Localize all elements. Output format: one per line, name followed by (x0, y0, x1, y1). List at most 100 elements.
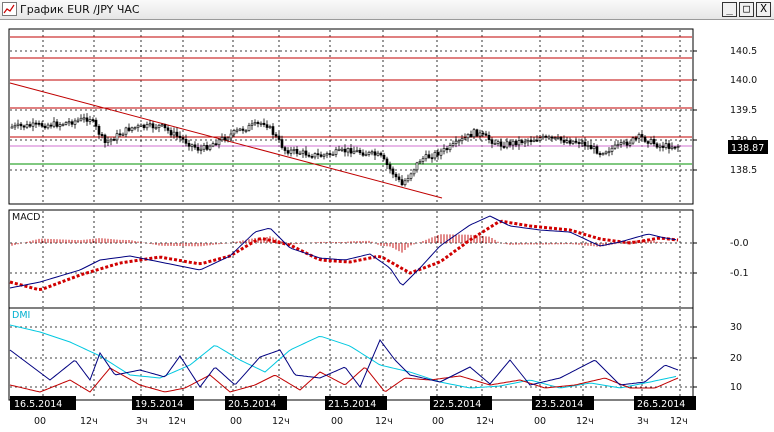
candle-body (334, 149, 338, 155)
candle-body (508, 141, 512, 146)
date-label-20-5: 20.5.2014 (225, 396, 287, 410)
candle-body (619, 142, 623, 145)
dmi-plus-di-line (9, 339, 679, 388)
candle-body (130, 127, 134, 131)
candle-body (118, 133, 122, 136)
macd-label: MACD (12, 212, 40, 223)
candle-body (493, 143, 497, 145)
candle-body (106, 140, 110, 143)
candle-body (196, 147, 200, 151)
candle-body (505, 141, 509, 148)
candle-body (499, 141, 503, 147)
candle-body (250, 123, 254, 126)
candle-body (394, 173, 398, 178)
maximize-button[interactable]: □ (739, 2, 754, 17)
candle-body (568, 140, 572, 144)
candle-body (529, 140, 533, 142)
current-price-label: 138.87 (731, 143, 764, 154)
chart-area: 140.5 140.0 139.5 139.0 138.5 138.87 MAC… (8, 28, 768, 427)
macd-histogram (11, 234, 676, 253)
candle-body (31, 122, 35, 127)
candle-body (121, 133, 125, 136)
candle-body (109, 138, 113, 142)
candle-body (358, 149, 362, 154)
candle-body (544, 135, 548, 138)
candle-body (307, 154, 311, 157)
candle-body (10, 126, 14, 129)
candle-body (82, 117, 86, 120)
minimize-button[interactable]: _ (722, 2, 737, 17)
time-axis: 16.5.2014 19.5.2014 20.5.2014 21.5.2014 … (10, 396, 696, 427)
candle-body (670, 146, 674, 149)
hour-label: 3ч (136, 416, 148, 427)
candle-body (73, 120, 77, 125)
candle-body (373, 151, 377, 156)
candle-body (400, 179, 404, 186)
candle-body (592, 146, 596, 150)
hour-label: 00 (230, 416, 242, 427)
candle-body (163, 124, 167, 129)
hour-label: 12ч (576, 416, 594, 427)
hour-label: 12ч (272, 416, 290, 427)
window-titlebar: График EUR /JPY ЧАС _ □ X (0, 0, 774, 20)
candle-body (79, 117, 83, 121)
candle-body (259, 122, 263, 125)
candle-body (673, 146, 677, 149)
candle-body (322, 154, 326, 157)
candle-body (556, 137, 560, 139)
candle-body (643, 136, 647, 142)
hour-label: 12ч (80, 416, 98, 427)
candle-body (124, 127, 128, 135)
candle-body (337, 148, 341, 151)
candle-body (97, 125, 101, 135)
candle-body (451, 143, 455, 146)
candle-body (361, 152, 365, 156)
svg-text:22.5.2014: 22.5.2014 (433, 399, 481, 410)
candle-body (628, 142, 632, 146)
candle-body (583, 141, 587, 147)
candle-body (217, 139, 221, 146)
date-label-26-5: 26.5.2014 (634, 396, 696, 410)
hour-label: 00 (331, 416, 343, 427)
candle-body (319, 154, 323, 157)
candle-body (271, 126, 275, 135)
candle-body (391, 168, 395, 175)
candle-body (415, 162, 419, 171)
candle-body (22, 125, 26, 128)
candle-body (535, 139, 539, 142)
price-tick-139-5: 139.5 (730, 105, 757, 116)
svg-text:16.5.2014: 16.5.2014 (14, 399, 62, 410)
candle-body (49, 124, 53, 127)
candle-body (139, 124, 143, 127)
candle-body (631, 137, 635, 144)
candle-body (292, 148, 296, 151)
svg-text:23.5.2014: 23.5.2014 (535, 399, 583, 410)
candle-body (580, 141, 584, 144)
candle-body (208, 145, 212, 150)
candle-body (652, 139, 656, 145)
candle-body (346, 148, 350, 153)
candle-body (355, 149, 359, 152)
candle-body (211, 143, 215, 147)
macd-signal-line (9, 219, 679, 292)
candle-body (571, 140, 575, 144)
candle-body (403, 180, 407, 186)
candle-body (94, 119, 98, 127)
candle-body (262, 122, 266, 125)
candle-body (112, 138, 116, 141)
candle-body (274, 134, 278, 137)
dmi-panel: DMI 30 20 10 (8, 307, 742, 401)
candle-body (457, 140, 461, 143)
candle-body (76, 119, 80, 122)
trend-line (9, 82, 443, 199)
price-tick-138-5: 138.5 (730, 165, 757, 176)
close-button[interactable]: X (756, 2, 771, 17)
candle-body (646, 141, 650, 144)
candle-body (466, 133, 470, 139)
candle-body (634, 137, 638, 140)
candle-body (142, 124, 146, 129)
candle-body (574, 140, 578, 143)
candle-body (40, 123, 44, 127)
candle-body (100, 134, 104, 136)
date-label-19-5: 19.5.2014 (132, 396, 194, 410)
